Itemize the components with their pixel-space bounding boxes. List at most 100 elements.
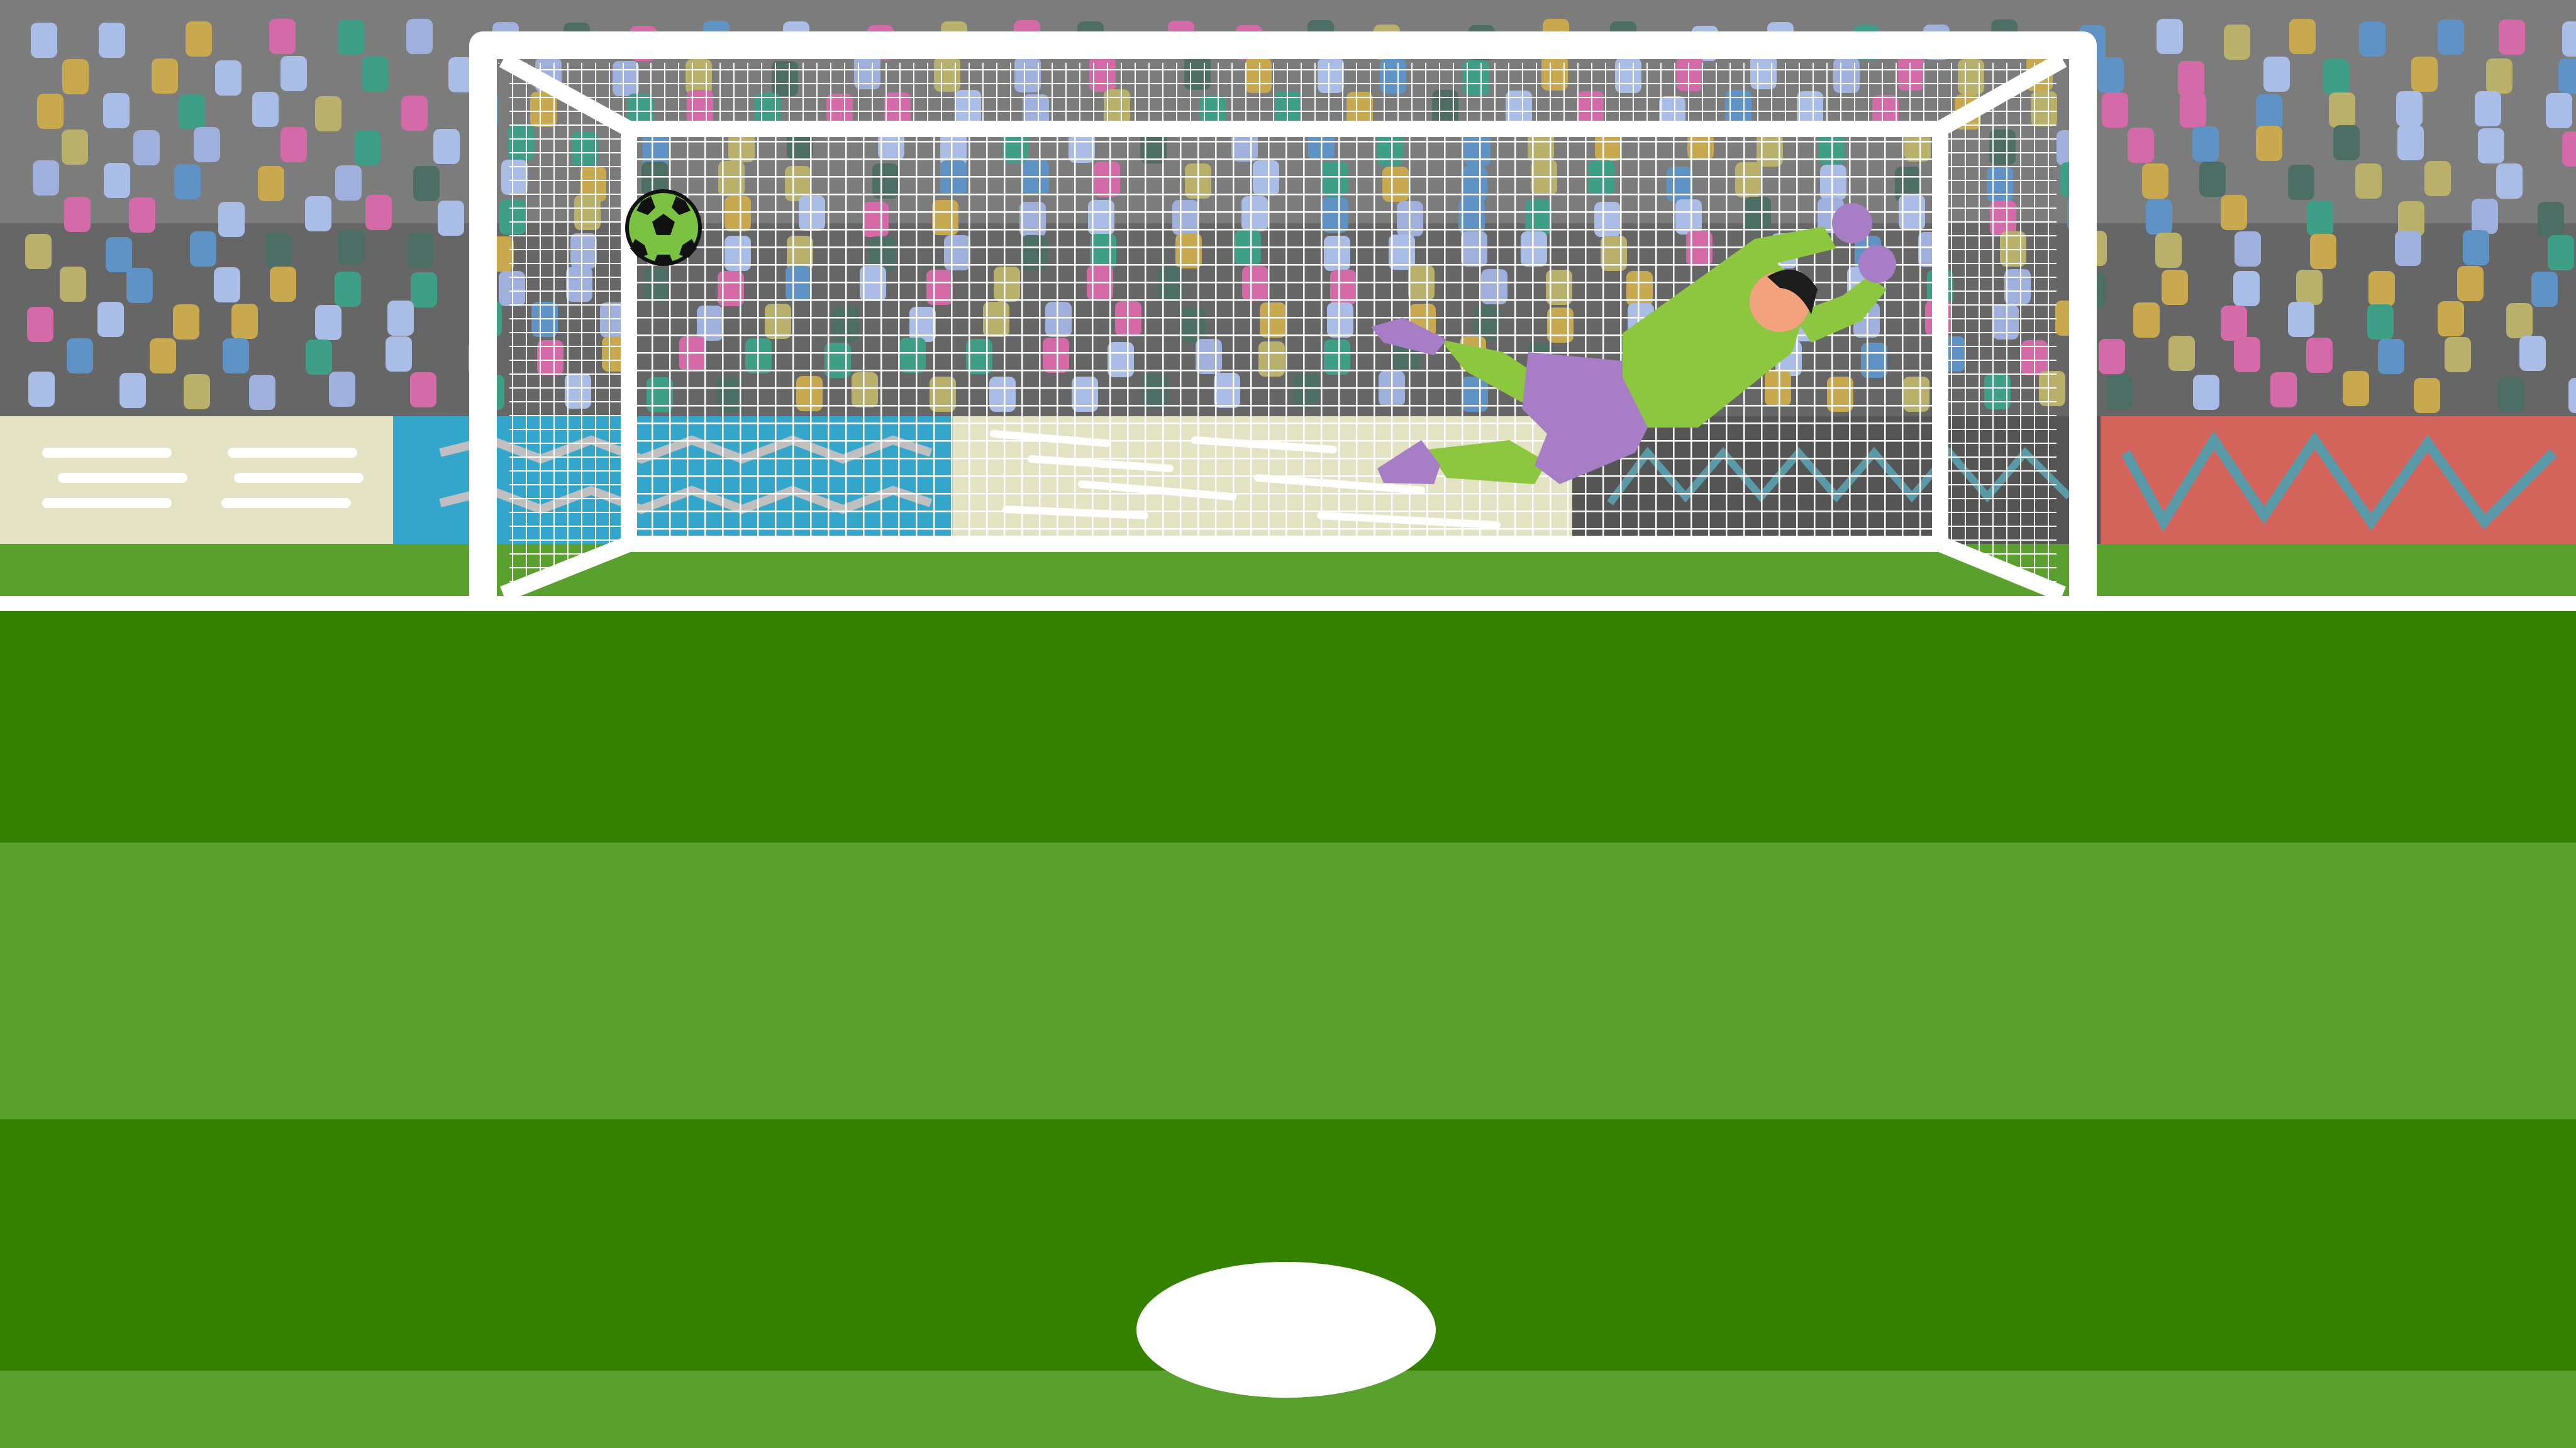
crowd-spectator — [2102, 92, 2128, 128]
crowd-spectator — [2288, 302, 2314, 337]
crowd-spectator — [2296, 270, 2323, 305]
crowd-spectator — [2263, 57, 2290, 92]
crowd-spectator — [174, 164, 201, 199]
crowd-spectator — [2398, 201, 2424, 236]
crowd-spectator — [2233, 271, 2260, 306]
crowd-spectator — [2445, 337, 2471, 372]
keeper-shorts — [1522, 352, 1660, 484]
crowd-spectator — [152, 58, 178, 94]
crowd-spectator — [2506, 303, 2533, 338]
crowd-spectator — [410, 372, 436, 407]
crowd-spectator — [413, 166, 440, 201]
net-frame-back — [621, 121, 1948, 544]
crowd-spectator — [2359, 21, 2385, 57]
crowd-spectator — [103, 93, 130, 128]
crowd-spectator — [2548, 235, 2574, 270]
crowd-spectator — [33, 160, 59, 196]
keeper-leg-bottom — [1428, 440, 1547, 484]
crowd-spectator — [2395, 231, 2421, 266]
crowd-spectator — [2496, 163, 2523, 199]
crowd-spectator — [249, 375, 275, 410]
crowd-spectator — [2558, 58, 2576, 94]
crowd-spectator — [438, 201, 464, 236]
board-red-zigzag — [2121, 431, 2557, 532]
goal-line — [0, 596, 2576, 611]
net-side-right — [1943, 69, 2057, 591]
pitch-stripe-1 — [0, 611, 2576, 843]
crowd-spectator — [97, 302, 124, 337]
crowd-spectator — [173, 304, 199, 340]
crowd-spectator — [64, 197, 91, 232]
crowd-spectator — [335, 272, 361, 307]
crowd-spectator — [2256, 126, 2282, 161]
crowd-spectator — [338, 230, 365, 265]
crowd-spectator — [2538, 202, 2564, 237]
goal-crossbar-and-posts — [469, 31, 2097, 611]
crowd-spectator — [2155, 233, 2182, 268]
crowd-spectator — [354, 130, 380, 165]
crowd-spectator — [2367, 304, 2394, 340]
crowd-spectator — [2438, 301, 2464, 336]
crowd-spectator — [2128, 128, 2154, 163]
crowd-spectator — [2424, 161, 2451, 196]
crowd-spectator — [2178, 61, 2204, 96]
crowd-spectator — [215, 60, 242, 96]
crowd-spectator — [406, 19, 433, 54]
crowd-spectator — [2162, 270, 2188, 305]
goal-frame — [469, 31, 2097, 611]
crowd-spectator — [269, 19, 296, 54]
goal-net — [497, 52, 2067, 602]
keeper-glove-bottom — [1858, 245, 1896, 283]
crowd-spectator — [2463, 230, 2489, 265]
crowd-spectator — [387, 301, 414, 336]
crowd-spectator — [2142, 163, 2168, 199]
crowd-spectator — [2472, 199, 2498, 234]
crowd-spectator — [2288, 165, 2314, 200]
crowd-spectator — [62, 130, 88, 165]
crowd-spectator — [2329, 92, 2355, 128]
crowd-spectator — [186, 21, 212, 57]
crowd-spectator — [2478, 128, 2504, 163]
crowd-spectator — [190, 231, 216, 267]
crowd-spectator — [252, 92, 279, 127]
crowd-spectator — [386, 336, 412, 372]
crowd-spectator — [150, 338, 176, 373]
crowd-spectator — [67, 338, 93, 373]
crowd-spectator — [2397, 125, 2424, 160]
crowd-spectator — [179, 94, 205, 130]
crowd-spectator — [2333, 125, 2360, 160]
crowd-spectator — [338, 19, 364, 55]
crowd-spectator — [265, 233, 291, 268]
crowd-spectator — [2343, 371, 2369, 406]
crowd-spectator — [2146, 199, 2172, 235]
soccer-ball-icon — [625, 189, 702, 266]
crowd-spectator — [2307, 201, 2333, 236]
crowd-spectator — [315, 96, 341, 131]
crowd-spectator — [99, 23, 125, 58]
crowd-spectator — [104, 163, 130, 198]
crowd-spectator — [28, 372, 55, 407]
goalkeeper-figure — [1371, 203, 1896, 484]
net-side-left — [509, 69, 626, 591]
crowd-spectator — [126, 268, 153, 303]
crowd-spectator — [2378, 339, 2404, 374]
crowd-spectator — [2289, 19, 2316, 54]
crowd-spectator — [433, 129, 460, 164]
crowd-spectator — [2568, 378, 2576, 413]
crowd-spectator — [2562, 21, 2576, 57]
crowd-spectator — [2368, 271, 2395, 306]
crowd-spectator — [2221, 195, 2247, 230]
crowd-spectator — [119, 373, 146, 408]
pitch-stripe-2 — [0, 843, 2576, 1119]
crowd-spectator — [2235, 231, 2261, 267]
crowd-spectator — [2234, 337, 2260, 372]
crowd-spectator — [2168, 336, 2195, 371]
crowd-spectator — [408, 233, 434, 268]
crowd-spectator — [2438, 19, 2464, 55]
crowd-spectator — [2519, 336, 2546, 371]
crowd-spectator — [133, 130, 160, 165]
crowd-spectator — [2180, 92, 2206, 128]
crowd-spectator — [214, 267, 240, 302]
crowd-spectator — [280, 56, 307, 91]
